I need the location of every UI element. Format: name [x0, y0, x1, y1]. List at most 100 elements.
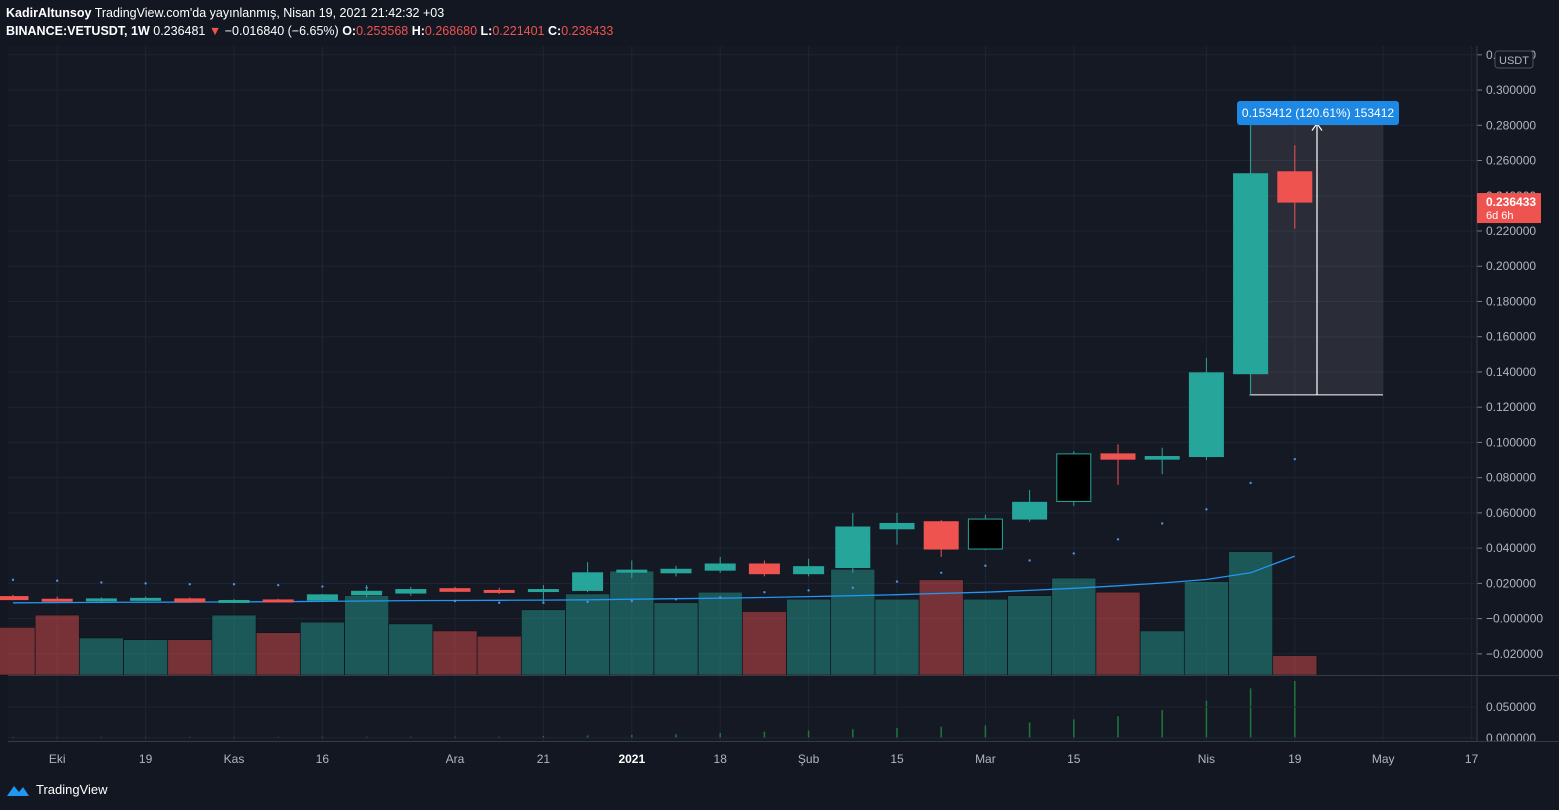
- candle-body[interactable]: [1056, 453, 1092, 502]
- indicator-dot: [940, 571, 943, 575]
- osc-tick-label: 0.000000: [1486, 731, 1536, 745]
- indicator-dot: [100, 581, 103, 584]
- volume-bar: [1139, 630, 1185, 676]
- candle-body[interactable]: [130, 597, 162, 601]
- volume-bar: [1007, 595, 1052, 676]
- oscillator-pane[interactable]: [8, 676, 1477, 741]
- indicator-dot: [498, 601, 501, 604]
- volume-bar: [167, 639, 213, 676]
- candle-body[interactable]: [1188, 372, 1224, 458]
- candle-body[interactable]: [923, 521, 959, 550]
- candle-body[interactable]: [1233, 173, 1269, 375]
- currency-badge[interactable]: [1494, 50, 1534, 69]
- candle-body[interactable]: [1012, 501, 1048, 520]
- candle-body[interactable]: [395, 589, 427, 594]
- candle-body[interactable]: [572, 572, 604, 591]
- volume-bar: [742, 611, 787, 676]
- volume-bar: [79, 637, 124, 676]
- volume-bar: [830, 569, 876, 676]
- symbol-label[interactable]: BINANCE:VETUSDT, 1W: [6, 24, 150, 38]
- time-tick-label: 15: [890, 752, 904, 766]
- indicator-dot: [763, 590, 766, 594]
- indicator-dot: [277, 583, 280, 587]
- volume-bar: [653, 602, 699, 676]
- price-tick-label: 0.060000: [1486, 506, 1536, 520]
- indicator-dot: [1028, 559, 1031, 562]
- price-tick-label: 0.020000: [1486, 576, 1536, 590]
- price-range-box[interactable]: [1249, 123, 1383, 395]
- volume-bar: [1228, 551, 1273, 676]
- price-tick-label: 0.160000: [1486, 330, 1536, 344]
- last-price-value: 0.236433: [1486, 195, 1536, 209]
- time-tick-label: May: [1372, 752, 1395, 766]
- indicator-dot: [1249, 481, 1252, 485]
- price-tick-label: −0.020000: [1486, 647, 1543, 661]
- volume-bar: [918, 579, 964, 676]
- time-tick-label: 18: [714, 752, 728, 766]
- candle-body[interactable]: [879, 522, 915, 530]
- time-tick-label: 15: [1067, 752, 1081, 766]
- indicator-dot: [1161, 522, 1164, 525]
- candle-body[interactable]: [793, 566, 825, 575]
- candle-body[interactable]: [1100, 453, 1136, 460]
- down-arrow-icon: ▼: [208, 24, 222, 38]
- open-label: O:: [342, 24, 357, 38]
- publish-info: TradingView.com'da yayınlanmış, Nisan 19…: [94, 6, 445, 20]
- candle-body[interactable]: [967, 518, 1003, 550]
- last-price: 0.236481: [153, 24, 206, 38]
- time-tick-label: 19: [1288, 752, 1302, 766]
- low-label: L:: [480, 24, 493, 38]
- time-tick-label: 2021: [618, 752, 645, 766]
- volume-bar: [211, 614, 257, 676]
- close-label: C:: [547, 24, 562, 38]
- time-tick-label: 21: [537, 752, 551, 766]
- candle-body[interactable]: [660, 568, 692, 574]
- candle-body[interactable]: [704, 563, 736, 571]
- candle-body[interactable]: [439, 588, 471, 592]
- price-tick-label: 0.300000: [1486, 83, 1536, 97]
- candle-body[interactable]: [527, 589, 559, 593]
- osc-tick-label: 0.050000: [1486, 700, 1536, 714]
- open-value: 0.253568: [356, 24, 409, 38]
- footer-brand[interactable]: TradingView: [6, 782, 108, 797]
- author-name[interactable]: KadirAltunsoy: [6, 6, 92, 20]
- candle-body[interactable]: [0, 596, 29, 601]
- price-tick-label: 0.140000: [1486, 365, 1536, 379]
- candle-body[interactable]: [41, 598, 73, 602]
- indicator-dot: [56, 579, 59, 582]
- candle-body[interactable]: [262, 599, 294, 603]
- candle-body[interactable]: [616, 569, 648, 573]
- time-tick-label: Nis: [1198, 752, 1215, 766]
- volume-bar: [697, 591, 743, 676]
- candle-body[interactable]: [351, 590, 383, 596]
- high-value: 0.268680: [424, 24, 478, 38]
- candle-body[interactable]: [748, 563, 780, 575]
- candle-body[interactable]: [1144, 456, 1180, 460]
- indicator-dot: [1293, 457, 1297, 461]
- candle-body[interactable]: [835, 526, 871, 569]
- volume-bar: [432, 630, 478, 676]
- price-tick-label: 0.040000: [1486, 541, 1536, 555]
- indicator-dot: [630, 599, 633, 603]
- price-tick-label: 0.100000: [1486, 435, 1536, 449]
- price-tick-label: 0.260000: [1486, 154, 1536, 168]
- indicator-dot: [674, 598, 678, 601]
- candle-body[interactable]: [85, 598, 117, 602]
- candle-body[interactable]: [483, 589, 515, 593]
- volume-bar: [0, 627, 36, 676]
- price-pane[interactable]: [8, 46, 1477, 675]
- indicator-dot: [188, 583, 191, 586]
- candle-body[interactable]: [306, 594, 338, 601]
- indicator-dot: [144, 582, 147, 585]
- chart-header: KadirAltunsoy TradingView.com'da yayınla…: [6, 4, 613, 40]
- volume-bar: [1095, 591, 1141, 676]
- volume-bar: [300, 621, 345, 676]
- candle-body[interactable]: [174, 598, 206, 603]
- ohlc-line: BINANCE:VETUSDT, 1W 0.236481 ▼ −0.016840…: [6, 22, 613, 40]
- indicator-dot: [453, 599, 457, 603]
- volume-bar: [123, 639, 168, 676]
- candle-body[interactable]: [218, 599, 250, 603]
- candle-body[interactable]: [1277, 171, 1313, 203]
- price-change: −0.016840 (−6.65%): [224, 24, 339, 38]
